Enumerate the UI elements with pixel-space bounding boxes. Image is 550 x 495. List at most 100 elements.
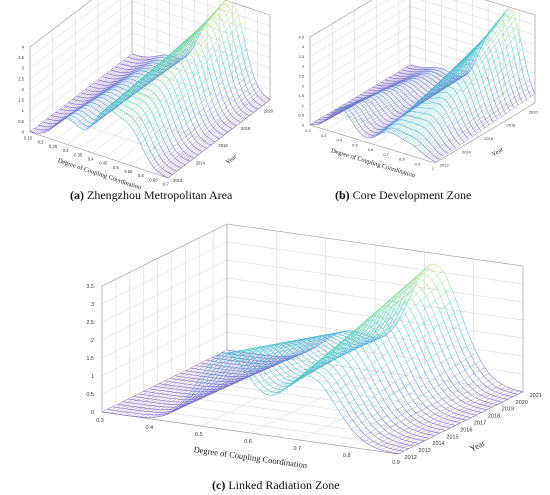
surface-segment <box>494 32 498 37</box>
surface-segment <box>210 57 213 65</box>
surface-segment <box>508 95 511 101</box>
surface-segment <box>159 173 163 175</box>
surface-segment <box>441 117 445 121</box>
surface-segment <box>443 150 446 153</box>
surface-meshline <box>43 56 146 133</box>
surface-segment <box>474 373 480 380</box>
surface-segment <box>171 143 174 148</box>
surface-segment <box>394 381 400 391</box>
surface-segment <box>189 52 193 57</box>
y-axis-label: Year <box>491 146 506 159</box>
surface-segment <box>460 88 464 92</box>
gridline-z <box>309 0 536 48</box>
surface-segment <box>386 302 392 311</box>
surface-segment <box>354 125 357 129</box>
surface-segment <box>168 90 171 96</box>
surface-segment <box>130 82 134 85</box>
surface-segment <box>397 293 402 303</box>
surface-segment <box>519 61 523 70</box>
surface-segment <box>131 108 134 111</box>
surface-segment <box>184 373 189 375</box>
surface-segment <box>442 422 447 424</box>
surface-segment <box>481 389 487 393</box>
surface-segment <box>490 104 493 110</box>
surface-segment <box>424 119 427 122</box>
surface-meshline <box>427 72 529 158</box>
surface-segment <box>255 82 259 87</box>
surface-segment <box>389 96 392 99</box>
surface-segment <box>163 175 167 178</box>
surface-segment <box>431 404 437 409</box>
surface-segment <box>144 138 147 144</box>
surface-segment <box>250 64 253 72</box>
surface-segment <box>527 72 530 80</box>
surface-segment <box>392 100 395 103</box>
surface-segment <box>369 114 372 118</box>
surface-segment <box>418 326 424 338</box>
surface-segment <box>438 78 441 81</box>
surface-segment <box>350 119 354 124</box>
surface-segment <box>445 408 450 412</box>
surface-segment <box>185 145 189 149</box>
surface-segment <box>465 402 470 406</box>
surface-segment <box>169 139 172 144</box>
surface-segment <box>412 96 415 99</box>
surface-segment <box>387 329 393 335</box>
surface-segment <box>215 21 218 26</box>
surface-segment <box>515 65 518 73</box>
surface-segment <box>494 85 498 92</box>
surface-segment <box>496 50 499 57</box>
surface-segment <box>178 161 182 163</box>
surface-segment <box>94 103 98 105</box>
surface-segment <box>357 113 360 117</box>
surface-segment <box>485 107 489 113</box>
surface-segment <box>485 119 488 123</box>
z-tick-label: 3 <box>302 64 305 69</box>
surface-segment <box>223 129 226 132</box>
surface-segment <box>194 368 200 370</box>
z-tick-label: 1.5 <box>18 98 24 103</box>
surface-segment <box>475 76 478 82</box>
surface-segment <box>157 124 160 130</box>
surface-segment <box>165 130 168 136</box>
surface-segment <box>494 45 497 51</box>
surface-segment <box>73 121 76 124</box>
surface-segment <box>185 136 189 140</box>
surface-segment <box>479 57 483 62</box>
surface-segment <box>451 420 457 423</box>
surface-segment <box>261 92 265 96</box>
surface-segment <box>224 70 228 78</box>
surface-segment <box>189 81 192 88</box>
surface-segment <box>388 102 391 105</box>
surface-segment <box>164 84 167 88</box>
surface-segment <box>453 88 456 91</box>
surface-segment <box>168 79 172 83</box>
surface-segment <box>438 420 443 423</box>
surface-segment <box>414 116 417 118</box>
surface-segment <box>129 107 132 110</box>
surface-segment <box>213 105 217 111</box>
surface-segment <box>433 155 436 157</box>
surface-segment <box>444 306 450 318</box>
surface-segment <box>188 387 194 389</box>
surface-segment <box>473 72 476 77</box>
surface-segment <box>458 135 461 139</box>
surface-meshline <box>352 74 454 124</box>
surface-segment <box>402 139 405 141</box>
surface-segment <box>525 82 528 89</box>
surface-segment <box>196 120 200 126</box>
surface-segment <box>408 289 414 300</box>
surface-segment <box>201 102 204 109</box>
surface-segment <box>155 106 158 111</box>
surface-segment <box>476 352 481 362</box>
surface-segment <box>86 108 89 111</box>
surface-segment <box>443 321 449 333</box>
surface-segment <box>413 282 418 285</box>
surface-segment <box>299 347 305 352</box>
surface-segment <box>293 349 299 354</box>
x-tick-label: 0.35 <box>74 152 83 157</box>
surface-segment <box>453 385 459 391</box>
surface-meshline <box>315 65 416 126</box>
surface-segment <box>510 100 513 105</box>
surface-segment <box>404 386 410 395</box>
